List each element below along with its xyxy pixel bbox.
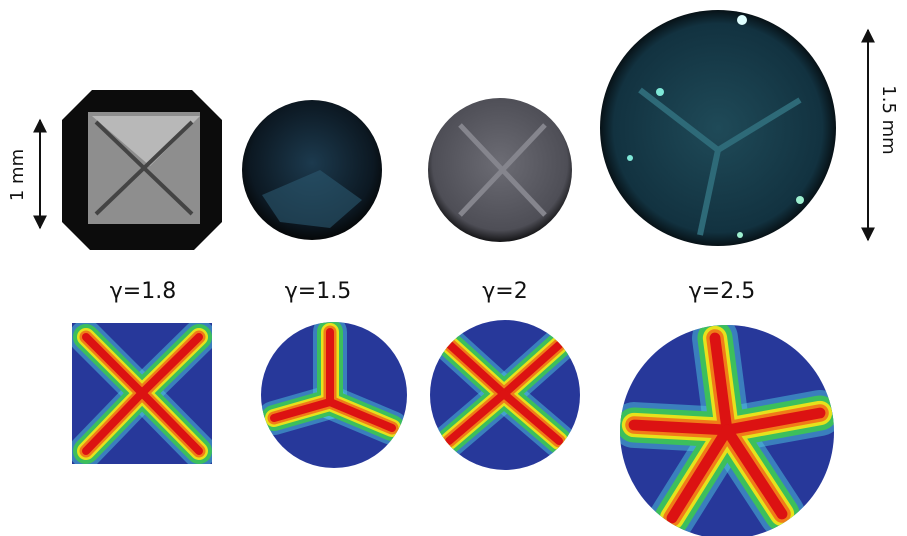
- circle: [600, 10, 836, 246]
- arm: [500, 341, 563, 398]
- scale-label: 1.5 mm: [878, 85, 899, 154]
- line: [458, 123, 547, 217]
- sim-arms-3: [432, 328, 576, 458]
- circle: [737, 15, 747, 25]
- arm: [326, 398, 396, 432]
- panel-label: γ=2: [482, 279, 527, 304]
- arm: [721, 424, 788, 520]
- sim-arms-2: [261, 322, 407, 445]
- arm: [445, 390, 508, 445]
- circle: [796, 196, 804, 204]
- photo-3: [428, 98, 572, 242]
- arm: [500, 390, 563, 445]
- line: [94, 120, 194, 216]
- panel-label: γ=1.8: [110, 279, 176, 304]
- sim-arms-1: [72, 323, 212, 464]
- arm: [628, 419, 733, 436]
- arm: [446, 341, 508, 398]
- arm: [82, 389, 146, 455]
- photo-4: [600, 10, 836, 246]
- line: [697, 149, 721, 236]
- scale-label: 1 mm: [7, 149, 28, 201]
- polygon: [262, 170, 362, 228]
- panel-label: γ=1.5: [285, 279, 351, 304]
- circle: [656, 88, 664, 96]
- arm: [666, 424, 733, 524]
- arm: [138, 333, 203, 397]
- photo-2: [242, 100, 382, 240]
- sim-arms-4: [620, 325, 834, 536]
- arm: [721, 407, 826, 436]
- photo-1: [62, 90, 222, 250]
- circle: [627, 155, 633, 161]
- circle: [737, 232, 743, 238]
- polygon: [92, 116, 200, 166]
- arm: [270, 398, 334, 422]
- arm: [82, 333, 146, 397]
- arm: [709, 332, 733, 436]
- panel-label: γ=2.5: [689, 279, 755, 304]
- arm: [138, 389, 203, 455]
